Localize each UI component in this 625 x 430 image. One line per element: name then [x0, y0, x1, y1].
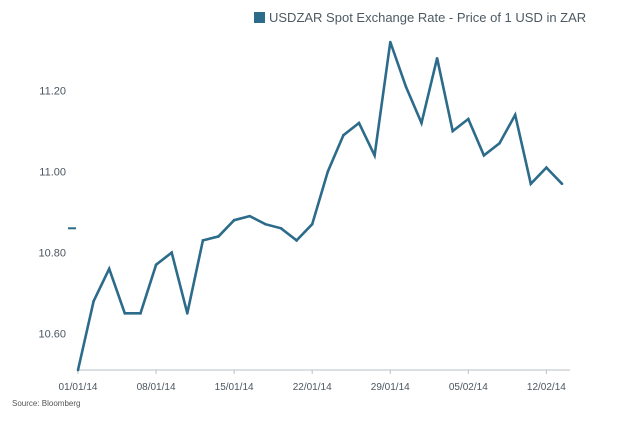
data-point — [326, 170, 330, 173]
y-tick-label: 10.60 — [38, 329, 66, 341]
data-point — [139, 312, 142, 315]
data-point — [92, 299, 95, 303]
data-point — [217, 235, 220, 238]
data-point — [482, 154, 486, 157]
x-tick-label: 12/02/14 — [527, 382, 566, 393]
y-tick-label: 11.00 — [39, 167, 66, 179]
data-point — [513, 113, 517, 117]
x-tick-label: 08/01/14 — [137, 382, 176, 393]
data-point — [123, 312, 127, 315]
x-tick-label: 22/01/14 — [293, 382, 332, 393]
data-point — [404, 85, 408, 88]
y-tick-label: 11.20 — [39, 86, 66, 98]
source-note: Source: Bloomberg — [12, 399, 81, 408]
data-point — [342, 133, 345, 137]
x-tick-label: 15/01/14 — [215, 382, 254, 393]
data-point — [310, 222, 314, 226]
data-point — [545, 166, 548, 169]
x-tick-label: 05/02/14 — [449, 382, 488, 393]
data-point — [170, 251, 173, 254]
data-point — [279, 226, 283, 230]
x-tick-label: 01/01/14 — [59, 382, 98, 393]
data-point — [357, 121, 361, 125]
data-point — [373, 154, 376, 157]
data-point — [451, 129, 455, 133]
legend-label: USDZAR Spot Exchange Rate - Price of 1 U… — [269, 10, 587, 25]
data-point — [232, 218, 236, 222]
series-line — [76, 41, 563, 371]
data-point — [295, 239, 298, 242]
data-point — [560, 182, 564, 186]
data-point — [529, 182, 533, 186]
data-point — [467, 117, 470, 121]
data-point — [498, 141, 501, 145]
x-tick-label: 29/01/14 — [371, 382, 410, 393]
legend-swatch — [254, 12, 265, 23]
data-point — [185, 312, 189, 315]
data-point — [420, 121, 423, 125]
data-point — [388, 40, 392, 44]
y-tick-label: 10.80 — [38, 248, 66, 260]
data-point — [264, 222, 267, 226]
data-point — [248, 214, 252, 218]
data-point — [107, 267, 111, 271]
data-point — [76, 368, 80, 372]
data-point — [201, 239, 205, 242]
data-point — [435, 56, 439, 60]
data-point — [154, 263, 158, 267]
legend: USDZAR Spot Exchange Rate - Price of 1 U… — [254, 10, 586, 25]
